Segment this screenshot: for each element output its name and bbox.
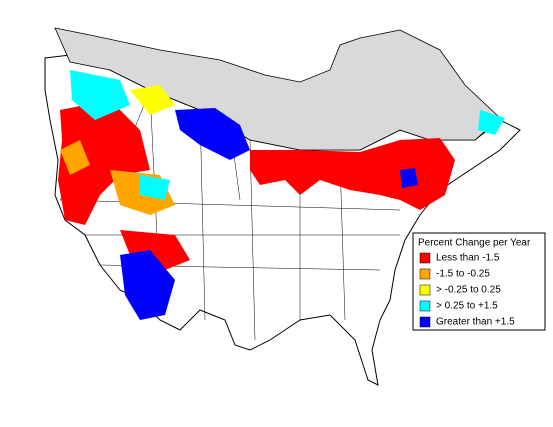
legend-swatch — [419, 252, 431, 264]
legend-label: > 0.25 to +1.5 — [436, 301, 498, 312]
region — [140, 175, 170, 200]
region — [120, 250, 175, 320]
region — [58, 100, 150, 225]
legend-label: Less than -1.5 — [436, 253, 500, 264]
legend-swatch — [419, 300, 431, 312]
region — [120, 230, 190, 270]
change-regions — [58, 70, 505, 320]
region — [400, 168, 418, 188]
legend-swatch — [419, 268, 431, 280]
legend-label: > -0.25 to 0.25 — [436, 285, 501, 296]
region — [70, 70, 130, 120]
legend-box — [412, 232, 546, 331]
northern-canada — [54, 27, 501, 151]
region — [130, 85, 175, 115]
region — [175, 108, 250, 160]
region — [250, 138, 455, 210]
legend-swatch — [419, 284, 431, 296]
region — [478, 110, 505, 135]
legend: Percent Change per Year Less than -1.5 -1… — [412, 232, 546, 331]
region — [60, 140, 90, 175]
legend-label: -1.5 to -0.25 — [436, 269, 490, 280]
legend-title: Percent Change per Year — [418, 238, 531, 249]
legend-label: Greater than +1.5 — [436, 317, 515, 328]
legend-swatch — [419, 316, 431, 328]
